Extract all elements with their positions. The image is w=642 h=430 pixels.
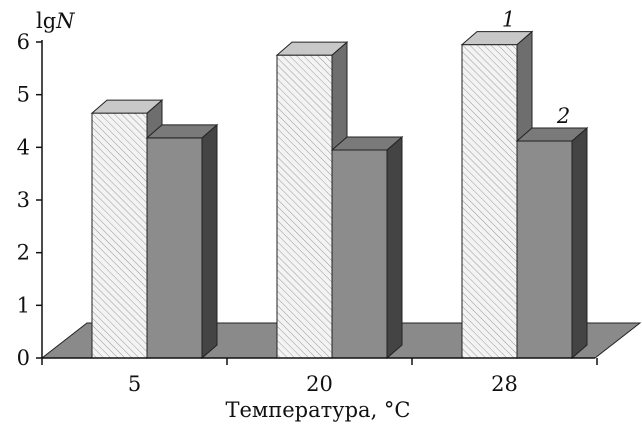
y-tick-label: 4 bbox=[17, 135, 30, 159]
x-tick-label: 28 bbox=[491, 372, 518, 396]
bar-front bbox=[146, 137, 203, 359]
bar-top bbox=[90, 99, 164, 114]
bar-side bbox=[201, 123, 218, 360]
y-axis-label-prefix: lg bbox=[36, 9, 56, 33]
bar-front bbox=[461, 44, 518, 359]
bar-side bbox=[571, 126, 588, 360]
bar-side bbox=[386, 135, 403, 360]
bar-top bbox=[460, 31, 534, 46]
bar-front bbox=[276, 54, 333, 359]
series-labels-group: 12 bbox=[502, 8, 570, 128]
x-ticks-group: 5 20 28 bbox=[41, 358, 598, 396]
x-tick-label: 20 bbox=[306, 372, 333, 396]
bar-top bbox=[275, 41, 349, 56]
series-label-1: 1 bbox=[502, 8, 515, 32]
bar-2-20 bbox=[330, 135, 404, 360]
bar-front bbox=[91, 112, 148, 359]
y-tick-label: 5 bbox=[17, 83, 30, 107]
y-tick-label: 2 bbox=[17, 241, 30, 265]
x-axis-label: Температура, °C bbox=[225, 398, 410, 422]
bar-2-5 bbox=[145, 123, 219, 360]
y-tick-label: 3 bbox=[17, 188, 30, 212]
series-label-2: 2 bbox=[556, 104, 570, 128]
y-axis-label-var: N bbox=[55, 9, 75, 33]
y-tick-label: 1 bbox=[17, 293, 30, 317]
bar-front bbox=[516, 140, 573, 359]
x-tick-label: 5 bbox=[128, 372, 141, 396]
y-ticks-group: 0 1 2 3 4 5 6 bbox=[17, 30, 42, 370]
y-tick-label: 0 bbox=[17, 346, 30, 370]
y-axis-label: lgN bbox=[36, 9, 75, 33]
bar-front bbox=[331, 149, 388, 359]
bar-top bbox=[515, 127, 589, 142]
bar-top bbox=[145, 124, 219, 139]
y-tick-label: 6 bbox=[17, 30, 30, 54]
bars-group bbox=[90, 30, 589, 360]
bar-top bbox=[330, 136, 404, 151]
bar-2-28 bbox=[515, 126, 589, 360]
